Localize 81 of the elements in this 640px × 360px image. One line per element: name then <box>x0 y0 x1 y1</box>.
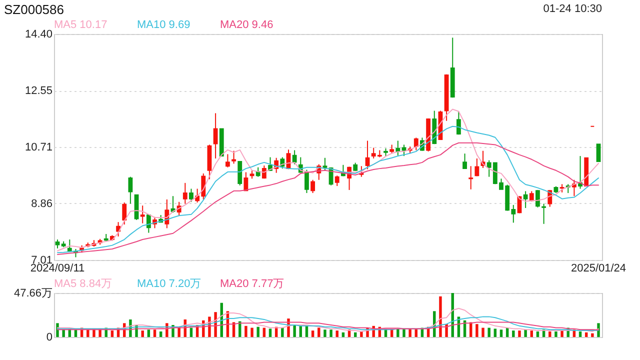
bar <box>244 326 248 337</box>
candlestick <box>468 166 474 190</box>
bar <box>524 330 527 337</box>
line-series <box>56 316 600 332</box>
candlestick <box>213 112 218 159</box>
candlestick <box>365 140 370 170</box>
bar <box>578 331 582 337</box>
bar <box>476 324 478 337</box>
bar <box>86 330 90 337</box>
candlestick <box>140 205 145 224</box>
bar <box>110 330 114 337</box>
candlestick <box>414 137 418 151</box>
candlestick <box>128 176 133 204</box>
bar <box>512 330 515 337</box>
candlestick <box>462 153 467 170</box>
chart-title: SZ000586 <box>4 2 64 17</box>
candlestick <box>523 190 528 209</box>
x-tick-label: 2025/01/24 <box>570 262 626 274</box>
line-series <box>56 322 600 330</box>
text: MA20 7.77万 <box>220 278 284 290</box>
bar <box>141 330 144 337</box>
bar <box>494 328 497 337</box>
bar <box>293 325 296 337</box>
bar <box>336 330 338 337</box>
bar <box>256 326 260 337</box>
y-tick-label: 12.55 <box>24 85 52 98</box>
bar <box>147 330 150 337</box>
y-tick-label: 10.71 <box>24 141 52 154</box>
candlestick <box>189 188 194 202</box>
candlestick <box>122 202 127 226</box>
bar <box>402 328 406 337</box>
candlestick <box>310 179 316 194</box>
candlestick <box>322 157 328 172</box>
bar <box>281 328 284 337</box>
bar <box>439 296 442 337</box>
text: MA10 7.20万 <box>137 278 202 290</box>
text: MA20 9.46 <box>220 19 274 31</box>
bar <box>488 328 490 337</box>
text: MA5 10.17 <box>54 19 108 31</box>
bar <box>408 328 412 337</box>
y-tick-label: 14.40 <box>24 28 52 40</box>
bar <box>250 328 254 337</box>
bar <box>591 333 594 337</box>
bar <box>324 330 326 337</box>
text: MA10 9.69 <box>137 19 190 31</box>
y-tick-label: 0 <box>46 332 52 344</box>
text: MA5 8.84万 <box>54 278 112 290</box>
bar <box>396 328 400 337</box>
candlestick <box>596 144 601 162</box>
bar <box>530 330 534 337</box>
bar <box>500 330 503 337</box>
candlestick <box>182 182 188 204</box>
bar <box>536 331 540 337</box>
bar <box>62 330 65 337</box>
candlestick <box>238 161 242 186</box>
y-tick-label: 8.86 <box>31 198 52 210</box>
candlestick <box>474 158 480 177</box>
candlestick <box>232 150 236 164</box>
bar <box>153 330 156 337</box>
bar <box>554 331 558 337</box>
bar <box>482 328 484 337</box>
candlestick <box>116 222 120 237</box>
x-tick-label: 2024/09/11 <box>30 262 85 274</box>
candlestick <box>542 203 546 224</box>
candlestick <box>225 154 230 168</box>
candlestick <box>292 150 297 165</box>
bar <box>518 330 521 337</box>
bar <box>311 330 314 337</box>
bar <box>548 331 552 337</box>
candlestick <box>529 190 534 202</box>
bar <box>451 293 454 337</box>
text: 01-24 10:30 <box>543 3 602 15</box>
bar <box>268 328 272 337</box>
bar <box>560 330 564 337</box>
y-tick-label: 47.66万 <box>14 288 52 300</box>
bar <box>159 331 162 337</box>
candlestick <box>262 165 266 180</box>
candlestick <box>244 172 248 192</box>
bar <box>360 331 363 337</box>
bar <box>330 330 332 337</box>
candlestick <box>334 175 340 186</box>
